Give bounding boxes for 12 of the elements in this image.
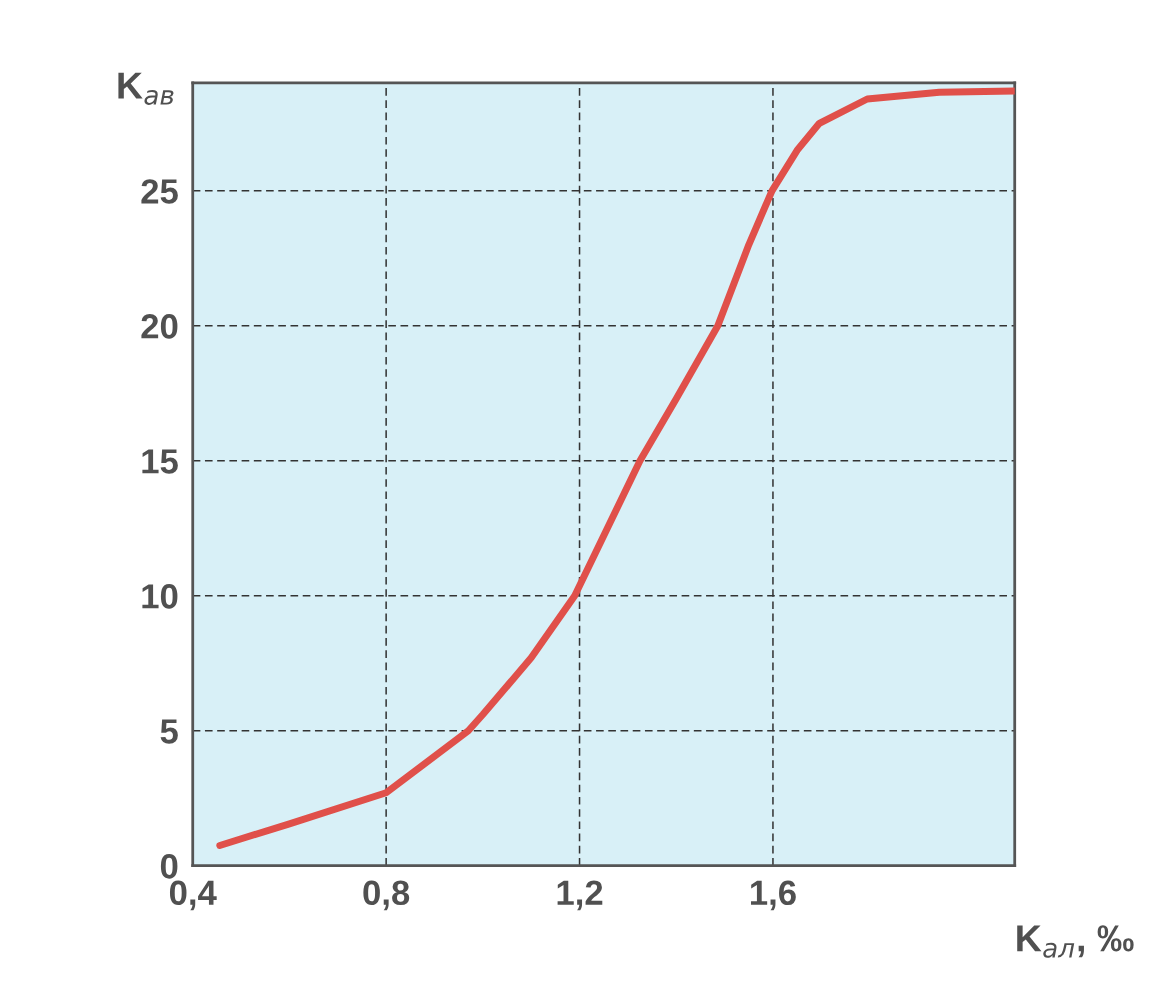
y-axis-title: K$_{ав}$ [118, 72, 174, 105]
x-tick-label: 1,2 [557, 880, 603, 911]
y-tick-label: 20 [141, 314, 178, 339]
y-tick-label: 5 [160, 719, 178, 744]
y-tick-label: 15 [142, 449, 178, 474]
x-axis-title: K$_{ал}$, ‰ [1017, 925, 1134, 958]
x-tick-label: 0,8 [363, 880, 410, 911]
x-tick-label: 1,6 [751, 880, 796, 911]
y-tick-label: 10 [142, 584, 178, 609]
x-tick-label: 0,4 [169, 880, 217, 911]
y-tick-label: 0 [160, 854, 178, 879]
y-tick-label: 25 [141, 179, 178, 204]
